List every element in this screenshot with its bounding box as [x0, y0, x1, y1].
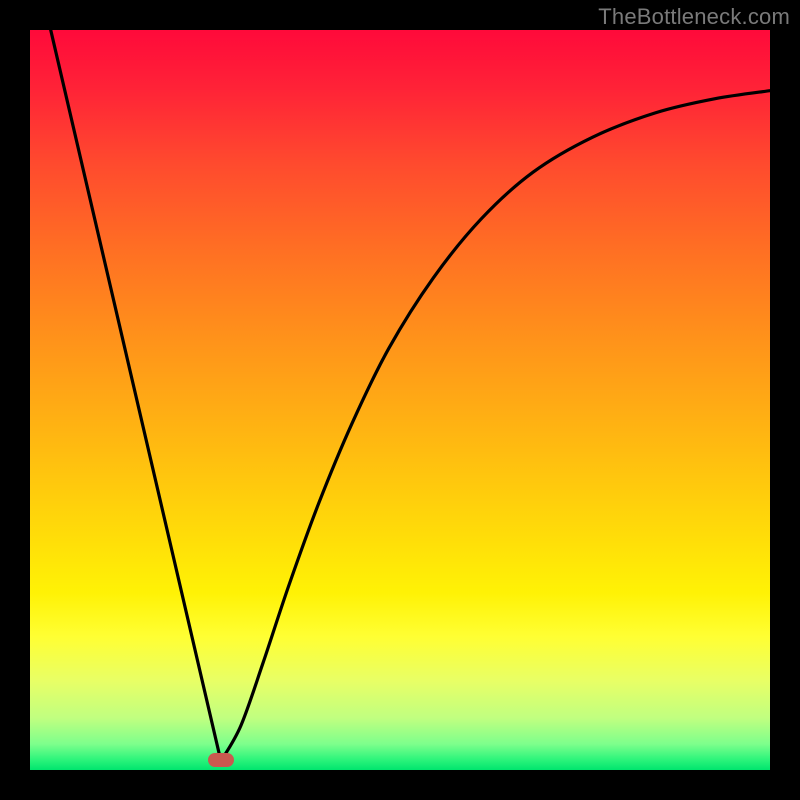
- chart-frame: TheBottleneck.com: [0, 0, 800, 800]
- watermark-text: TheBottleneck.com: [598, 4, 790, 30]
- plot-area: [30, 30, 770, 770]
- optimal-point-marker: [208, 753, 234, 767]
- bottleneck-curve: [30, 30, 770, 770]
